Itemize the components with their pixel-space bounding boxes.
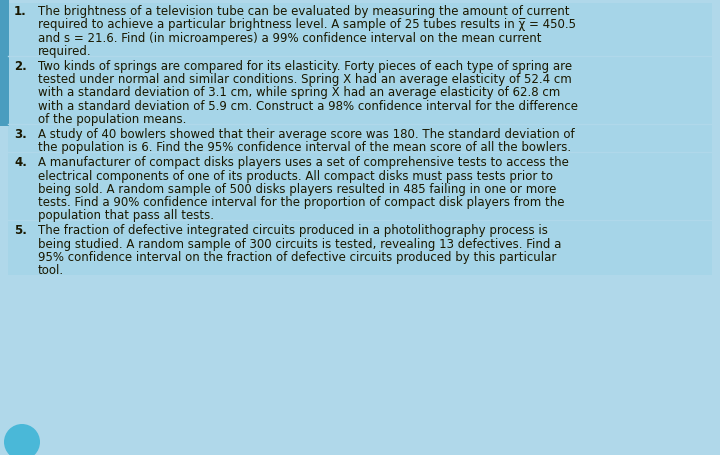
Text: required to achieve a particular brightness level. A sample of 25 tubes results : required to achieve a particular brightn…	[38, 18, 576, 31]
Text: tool.: tool.	[38, 263, 64, 276]
Text: 95% confidence interval on the fraction of defective circuits produced by this p: 95% confidence interval on the fraction …	[38, 250, 557, 263]
Bar	[8, 4, 712, 59]
Text: A manufacturer of compact disks players uses a set of comprehensive tests to acc: A manufacturer of compact disks players …	[38, 156, 569, 169]
Text: tests. Find a 90% confidence interval for the proportion of compact disk players: tests. Find a 90% confidence interval fo…	[38, 196, 564, 208]
Bar	[8, 155, 712, 222]
Text: 4.: 4.	[14, 156, 27, 169]
Text: being sold. A random sample of 500 disks players resulted in 485 failing in one : being sold. A random sample of 500 disks…	[38, 182, 557, 195]
Text: 5.: 5.	[14, 224, 27, 237]
Text: tested under normal and similar conditions. Spring X had an average elasticity o: tested under normal and similar conditio…	[38, 73, 572, 86]
Circle shape	[4, 424, 40, 455]
Bar	[8, 59, 712, 126]
Text: 2.: 2.	[14, 60, 27, 73]
Text: Two kinds of springs are compared for its elasticity. Forty pieces of each type : Two kinds of springs are compared for it…	[38, 60, 572, 73]
Text: with a standard deviation of 5.9 cm. Construct a 98% confidence interval for the: with a standard deviation of 5.9 cm. Con…	[38, 99, 578, 112]
Bar	[8, 126, 712, 155]
Text: population that pass all tests.: population that pass all tests.	[38, 209, 214, 222]
Text: 1.: 1.	[14, 5, 27, 18]
Text: A study of 40 bowlers showed that their average score was 180. The standard devi: A study of 40 bowlers showed that their …	[38, 128, 575, 141]
Text: and s = 21.6. Find (in microamperes) a 99% confidence interval on the mean curre: and s = 21.6. Find (in microamperes) a 9…	[38, 31, 541, 45]
Text: being studied. A random sample of 300 circuits is tested, revealing 13 defective: being studied. A random sample of 300 ci…	[38, 237, 562, 250]
Text: The brightness of a television tube can be evaluated by measuring the amount of : The brightness of a television tube can …	[38, 5, 570, 18]
Text: the population is 6. Find the 95% confidence interval of the mean score of all t: the population is 6. Find the 95% confid…	[38, 141, 571, 154]
Text: required.: required.	[38, 45, 91, 58]
Text: The fraction of defective integrated circuits produced in a photolithography pro: The fraction of defective integrated cir…	[38, 224, 548, 237]
Text: 3.: 3.	[14, 128, 27, 141]
Bar	[8, 222, 712, 275]
FancyBboxPatch shape	[0, 0, 9, 126]
Text: electrical components of one of its products. All compact disks must pass tests : electrical components of one of its prod…	[38, 169, 553, 182]
Text: of the population means.: of the population means.	[38, 112, 186, 126]
Text: with a standard deviation of 3.1 cm, while spring X had an average elasticity of: with a standard deviation of 3.1 cm, whi…	[38, 86, 560, 99]
